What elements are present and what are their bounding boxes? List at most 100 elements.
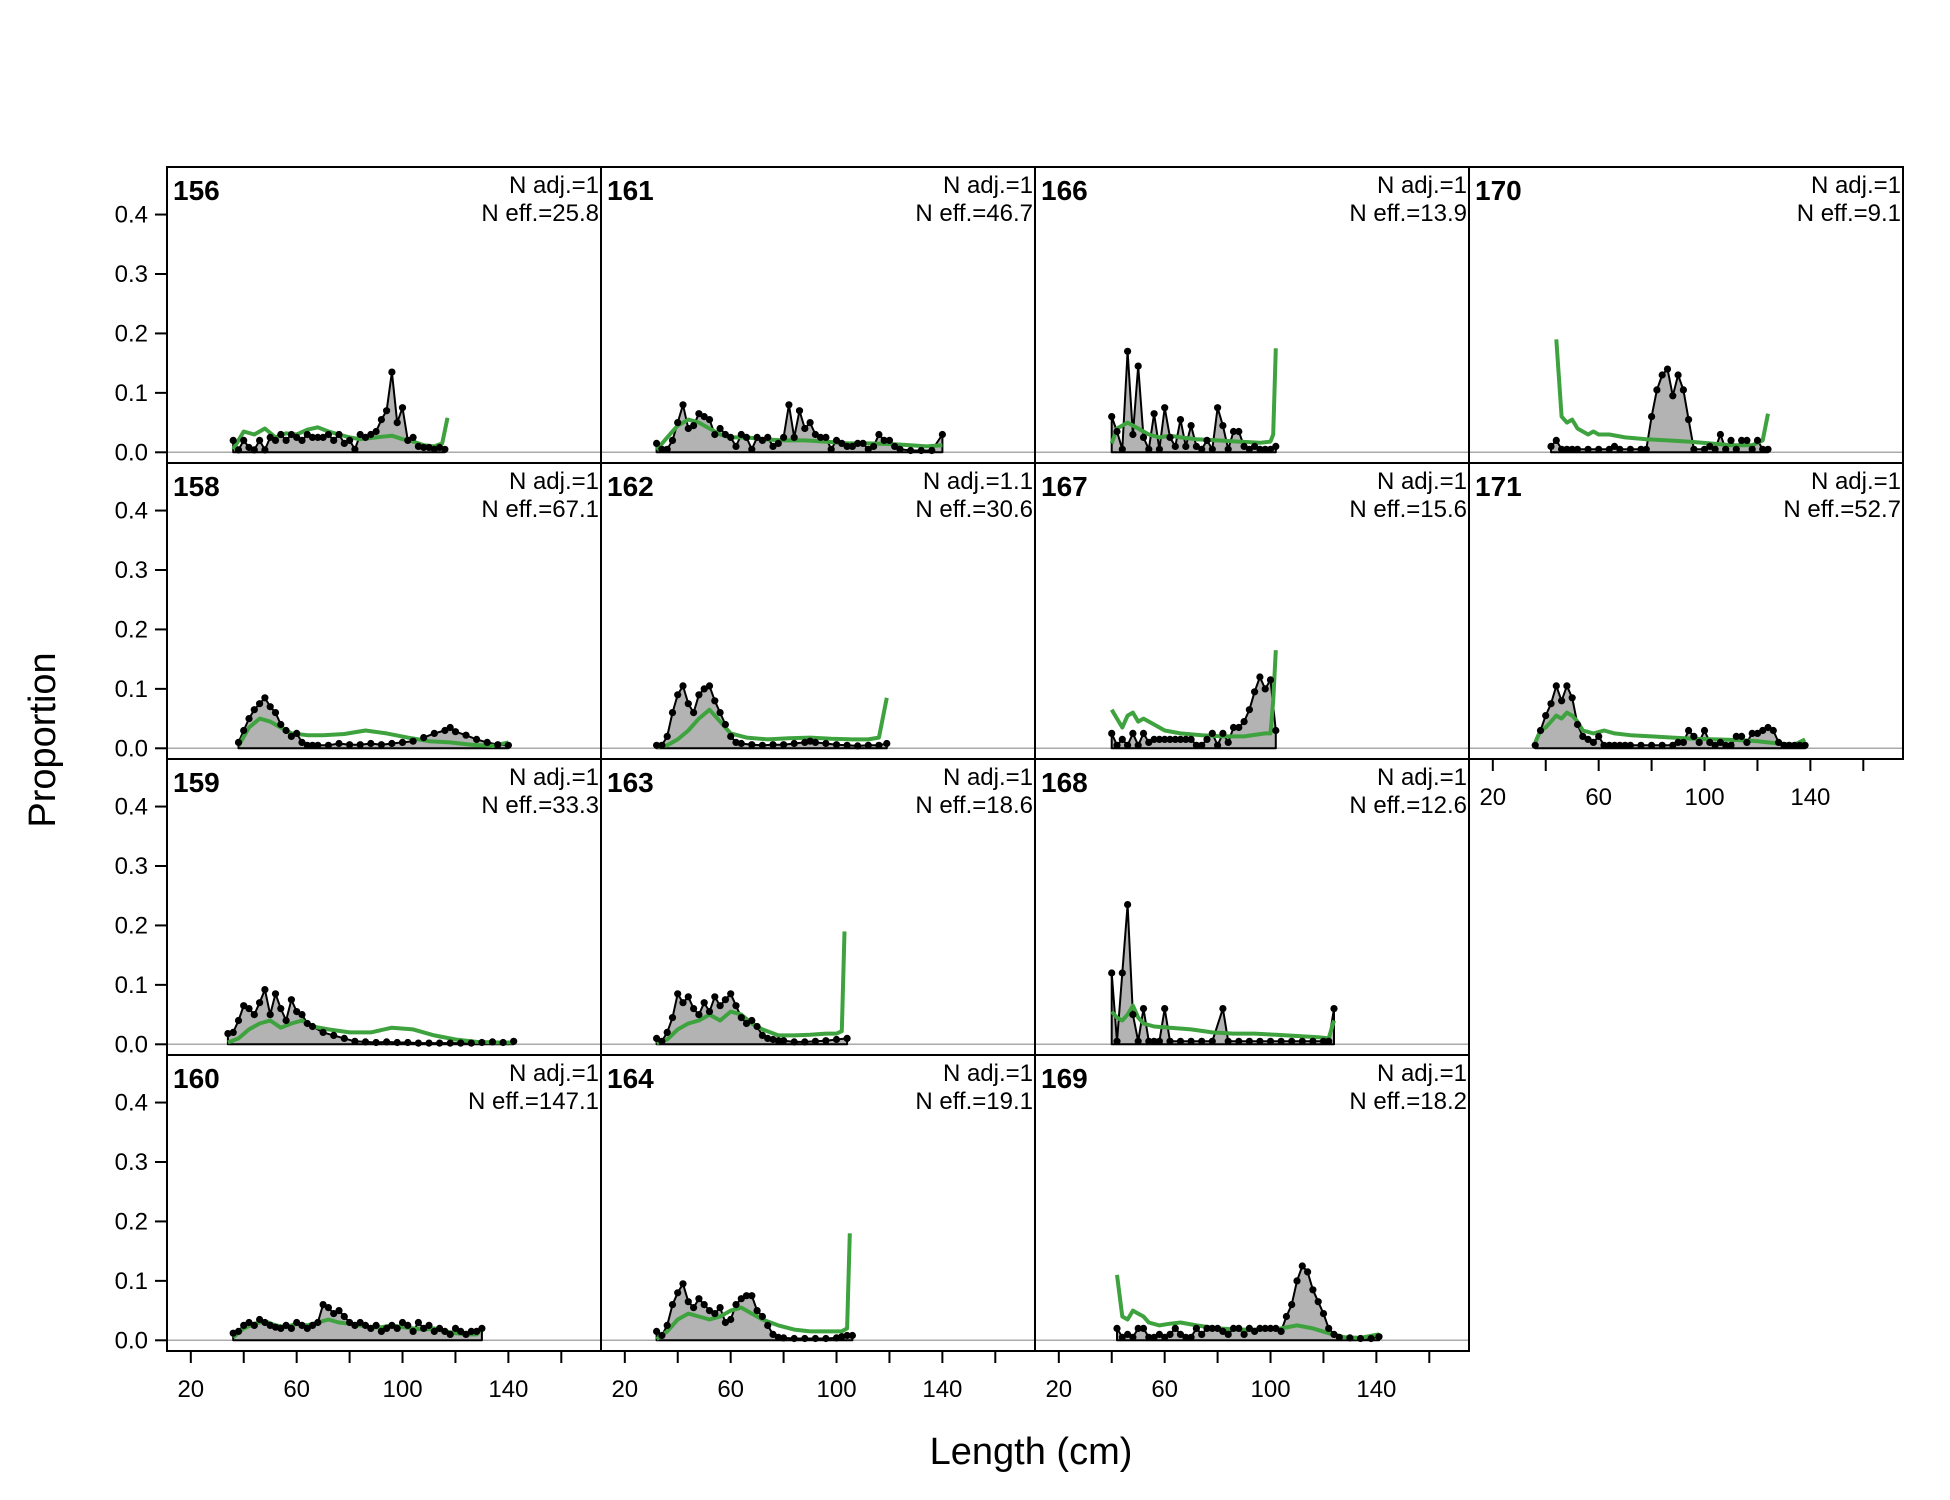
observed-point — [859, 439, 867, 447]
observed-point — [785, 401, 793, 409]
observed-point — [1669, 392, 1677, 400]
observed-point — [1801, 741, 1809, 749]
observed-point — [351, 1321, 359, 1329]
observed-point — [1621, 741, 1629, 749]
observed-point — [494, 741, 502, 749]
observed-point — [229, 436, 237, 444]
n-eff-label: N eff.=15.6 — [1349, 496, 1467, 523]
y-tick-label: 0.2 — [115, 1208, 148, 1235]
observed-point — [398, 738, 407, 747]
observed-point — [330, 436, 338, 444]
observed-point — [1759, 726, 1767, 735]
observed-point — [1176, 1037, 1185, 1045]
observed-point — [361, 1038, 370, 1046]
observed-point — [1663, 365, 1672, 373]
observed-point — [774, 1037, 782, 1045]
panel-label: 170 — [1475, 175, 1522, 206]
y-tick-label: 0.4 — [115, 202, 148, 229]
observed-point — [287, 732, 295, 741]
observed-point — [409, 433, 417, 441]
panel-border — [1468, 462, 1904, 760]
observed-point — [1108, 969, 1116, 977]
observed-point — [372, 427, 380, 436]
panel-168: 168 N adj.=1N eff.=12.6 — [1034, 758, 1470, 1056]
observed-point — [388, 368, 396, 376]
observed-point — [1118, 735, 1126, 744]
panel-label: 159 — [173, 767, 220, 798]
observed-point — [483, 738, 491, 747]
observed-point — [801, 1334, 809, 1343]
observed-point — [705, 416, 714, 424]
observed-point — [721, 1318, 730, 1327]
panel-162: 162 N adj.=1.1N eff.=30.6 — [600, 462, 1036, 760]
observed-point — [674, 990, 682, 998]
observed-point — [1161, 1333, 1169, 1341]
observed-point — [848, 1331, 857, 1340]
observed-point — [684, 993, 692, 1001]
observed-point — [1256, 673, 1264, 681]
observed-point — [1198, 1037, 1206, 1045]
observed-point — [324, 430, 332, 439]
observed-point — [1251, 688, 1259, 696]
n-adj-label: N adj.=1 — [509, 1060, 599, 1087]
observed-point — [324, 1304, 332, 1312]
observed-point — [473, 735, 481, 744]
observed-point — [319, 433, 327, 441]
observed-point — [436, 1324, 444, 1332]
observed-point — [240, 436, 248, 444]
n-adj-label: N adj.=1 — [1811, 468, 1901, 495]
x-tick-label: 140 — [922, 1376, 962, 1403]
observed-point — [1536, 726, 1545, 735]
panel-171: 171 N adj.=1N eff.=52.7 — [1468, 462, 1904, 760]
observed-point — [1653, 386, 1661, 394]
observed-point — [1648, 741, 1656, 749]
observed-point — [1796, 741, 1804, 749]
observed-point — [1367, 1334, 1375, 1343]
observed-point — [1266, 445, 1275, 453]
observed-point — [790, 739, 798, 748]
observed-point — [1573, 445, 1582, 453]
n-adj-label: N adj.=1 — [1377, 172, 1467, 199]
observed-point — [298, 1011, 306, 1019]
observed-point — [700, 999, 708, 1007]
observed-point — [346, 741, 354, 749]
observed-point — [1139, 433, 1148, 441]
observed-point — [742, 433, 751, 441]
observed-point — [383, 1038, 391, 1046]
observed-point — [658, 1037, 666, 1045]
observed-point — [1229, 427, 1238, 436]
observed-point — [266, 433, 274, 441]
observed-point — [705, 682, 714, 690]
panel-background — [167, 463, 601, 759]
panel-background — [1035, 759, 1469, 1055]
observed-point — [308, 1321, 317, 1329]
observed-point — [298, 1321, 306, 1329]
expected-line — [656, 697, 889, 750]
panel-background — [601, 167, 1035, 463]
observed-point — [1346, 1334, 1354, 1342]
observed-point — [256, 1315, 264, 1324]
observed-point — [462, 731, 470, 739]
x-tick-label: 60 — [283, 1376, 310, 1403]
observed-point — [1563, 682, 1571, 690]
observed-point — [266, 703, 274, 711]
expected-line — [236, 716, 509, 748]
observed-point — [1266, 1324, 1275, 1332]
observed-point — [478, 1038, 486, 1047]
observed-point — [780, 1334, 788, 1342]
observed-point — [1171, 735, 1179, 744]
observed-point — [1738, 732, 1746, 741]
observed-point — [1600, 741, 1608, 749]
observed-point — [1700, 445, 1709, 453]
observed-point — [1748, 729, 1756, 738]
n-adj-label: N adj.=1 — [509, 172, 599, 199]
observed-point — [1203, 735, 1211, 744]
panel-label: 163 — [607, 767, 654, 798]
observed-point — [1552, 682, 1560, 690]
observed-point — [488, 1038, 497, 1046]
observed-point — [271, 990, 280, 998]
observed-point — [1129, 1011, 1137, 1019]
observed-point — [308, 1022, 317, 1031]
observed-point — [1229, 723, 1238, 732]
observed-point — [467, 1327, 475, 1335]
